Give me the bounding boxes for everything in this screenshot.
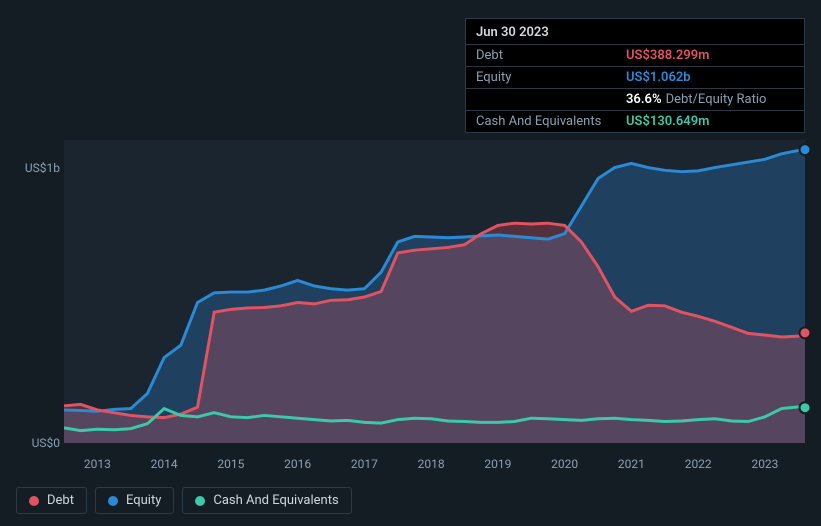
- end-marker-cash-and-equivalents: [800, 402, 811, 413]
- tooltip-box: Jun 30 2023 DebtUS$388.299mEquityUS$1.06…: [465, 18, 805, 133]
- x-tick-label: 2019: [484, 457, 511, 471]
- x-tick-label: 2018: [418, 457, 445, 471]
- end-marker-equity: [800, 144, 811, 155]
- chart: US$0US$1b 201320142015201620172018201920…: [16, 125, 805, 481]
- tooltip-row-value: US$388.299m: [626, 48, 709, 63]
- legend-item-cash-and-equivalents[interactable]: Cash And Equivalents: [182, 487, 351, 514]
- end-marker-debt: [800, 327, 811, 338]
- x-tick-label: 2017: [351, 457, 378, 471]
- tooltip-ratio-label: Debt/Equity Ratio: [666, 92, 767, 107]
- x-tick-label: 2020: [551, 457, 578, 471]
- tooltip-row-label: Debt: [476, 48, 626, 63]
- x-tick-label: 2013: [84, 457, 111, 471]
- y-tick-label: US$0: [32, 436, 60, 450]
- y-tick-label: US$1b: [25, 161, 60, 175]
- tooltip-row: EquityUS$1.062b: [466, 66, 804, 88]
- plot-area[interactable]: [64, 140, 805, 443]
- x-tick-label: 2022: [685, 457, 712, 471]
- tooltip-row-value: US$130.649m: [626, 114, 709, 129]
- x-tick-label: 2016: [284, 457, 311, 471]
- legend-dot-icon: [29, 496, 39, 506]
- tooltip-row-value: US$1.062b: [626, 70, 691, 85]
- legend-item-equity[interactable]: Equity: [95, 487, 174, 514]
- plot-markers: [64, 140, 805, 443]
- tooltip-date: Jun 30 2023: [466, 19, 804, 44]
- tooltip-row-label: [476, 92, 626, 107]
- tooltip-ratio-pct: 36.6%: [626, 92, 662, 107]
- legend-label: Debt: [47, 493, 74, 508]
- x-tick-label: 2021: [618, 457, 645, 471]
- legend-label: Cash And Equivalents: [213, 493, 338, 508]
- x-tick-label: 2015: [217, 457, 244, 471]
- legend-label: Equity: [126, 493, 161, 508]
- x-tick-label: 2023: [751, 457, 778, 471]
- tooltip-row: 36.6% Debt/Equity Ratio: [466, 88, 804, 110]
- legend-dot-icon: [195, 496, 205, 506]
- tooltip-row: DebtUS$388.299m: [466, 44, 804, 66]
- legend: Debt Equity Cash And Equivalents: [16, 487, 352, 514]
- legend-item-debt[interactable]: Debt: [16, 487, 87, 514]
- x-tick-label: 2014: [151, 457, 178, 471]
- tooltip-row-label: Equity: [476, 70, 626, 85]
- x-axis: 2013 2014 2015 2016 2017 2018 2019 2020 2021 2022…: [64, 451, 805, 481]
- tooltip-row: Cash And EquivalentsUS$130.649m: [466, 110, 804, 132]
- tooltip-row-label: Cash And Equivalents: [476, 114, 626, 129]
- legend-dot-icon: [108, 496, 118, 506]
